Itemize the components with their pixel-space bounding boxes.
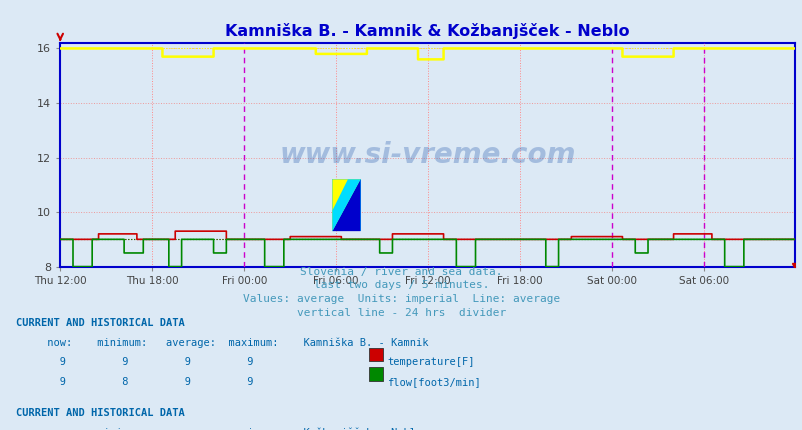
Text: CURRENT AND HISTORICAL DATA: CURRENT AND HISTORICAL DATA (16, 408, 184, 418)
Text: 9         8         9         9: 9 8 9 9 (16, 377, 278, 387)
Text: now:    minimum:   average:  maximum:    Kamniška B. - Kamnik: now: minimum: average: maximum: Kamniška… (16, 338, 428, 348)
Text: www.si-vreme.com: www.si-vreme.com (279, 141, 575, 169)
Text: now:    minimum:   average:  maximum:    Kožbanjšček - Neblo: now: minimum: average: maximum: Kožbanjš… (16, 428, 422, 430)
Text: Values: average  Units: imperial  Line: average: Values: average Units: imperial Line: av… (242, 294, 560, 304)
Text: vertical line - 24 hrs  divider: vertical line - 24 hrs divider (297, 308, 505, 318)
Text: temperature[F]: temperature[F] (387, 357, 474, 367)
Text: Slovenia / river and sea data.: Slovenia / river and sea data. (300, 267, 502, 276)
Bar (332, 179, 360, 231)
Text: last two days / 5 minutes.: last two days / 5 minutes. (314, 280, 488, 290)
FancyBboxPatch shape (369, 367, 383, 381)
Text: 9         9         9         9: 9 9 9 9 (16, 357, 278, 367)
Title: Kamniška B. - Kamnik & Kožbanjšček - Neblo: Kamniška B. - Kamnik & Kožbanjšček - Neb… (225, 23, 629, 39)
Polygon shape (332, 179, 360, 231)
Polygon shape (332, 179, 360, 231)
Text: flow[foot3/min]: flow[foot3/min] (387, 377, 480, 387)
Polygon shape (332, 179, 360, 231)
Text: CURRENT AND HISTORICAL DATA: CURRENT AND HISTORICAL DATA (16, 318, 184, 328)
FancyBboxPatch shape (369, 347, 383, 362)
